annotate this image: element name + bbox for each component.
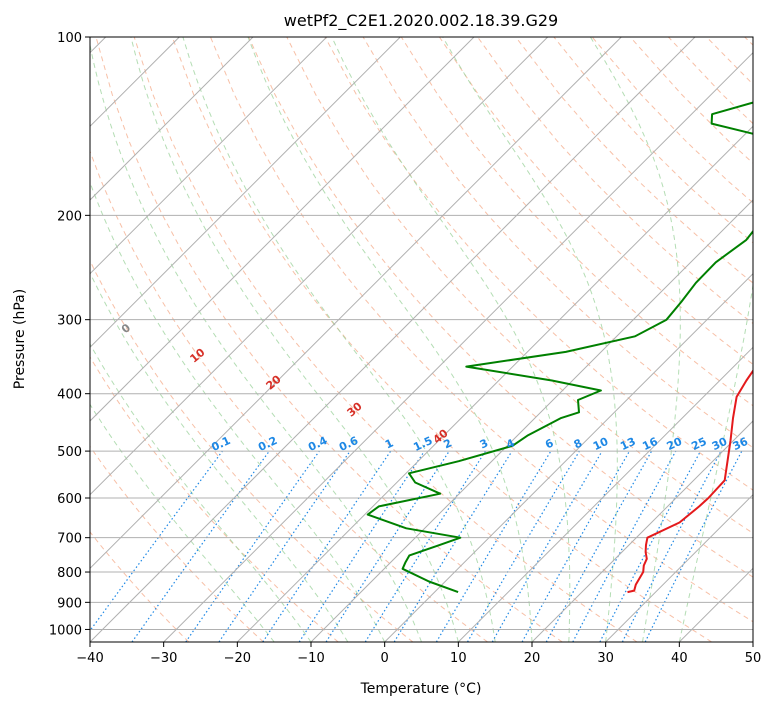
dry-adiabat-line <box>95 37 563 642</box>
y-axis-label: Pressure (hPa) <box>12 289 28 389</box>
y-tick-label: 500 <box>57 445 82 460</box>
plot-area <box>90 37 753 642</box>
profile-series <box>366 101 753 594</box>
isotherm-line <box>605 493 753 642</box>
isotherm-line <box>90 37 254 201</box>
mixing-ratio-label: 25 <box>689 435 708 453</box>
dry-adiabat-line <box>400 37 753 407</box>
mixing-ratio-line <box>262 450 392 642</box>
isotherm-line <box>163 51 753 642</box>
mixing-ratio-line <box>185 450 320 642</box>
y-tick-label: 600 <box>57 492 82 507</box>
dry-adiabat-line <box>90 445 264 642</box>
temperature-profile-line <box>627 369 753 594</box>
plot-frame <box>89 36 754 643</box>
isotherm-line <box>90 37 328 275</box>
moist-adiabat-line <box>247 37 533 642</box>
mixing-ratio-line <box>545 450 653 642</box>
x-tick-label: −30 <box>150 651 177 666</box>
isotherm-line <box>90 37 696 642</box>
x-tick-label: 30 <box>597 651 614 666</box>
mixing-ratio-label: 10 <box>591 435 611 453</box>
dry-adiabat-line <box>210 37 753 623</box>
dry-adiabat-line <box>133 37 638 642</box>
x-tick-label: −20 <box>224 651 251 666</box>
mixing-ratio-line <box>218 450 351 642</box>
x-tick-label: 20 <box>524 651 541 666</box>
y-tick-label: 1000 <box>49 623 82 638</box>
mixing-ratio-label: 36 <box>731 435 751 453</box>
isotherm-line <box>90 37 401 349</box>
x-tick-label: −10 <box>297 651 324 666</box>
moist-adiabat-line <box>589 37 681 642</box>
isotherm-line <box>457 346 753 642</box>
mixing-ratio-label: 16 <box>640 435 660 453</box>
y-tick-label: 200 <box>57 209 82 224</box>
moist-adiabat-line <box>331 37 571 642</box>
chart-title: wetPf2_C2E1.2020.002.18.39.G29 <box>284 11 558 31</box>
isotherm-line <box>752 641 753 642</box>
isotherm-line <box>531 420 753 642</box>
x-axis-label: Temperature (°C) <box>360 681 482 697</box>
mixing-ratio-label: 20 <box>665 435 685 453</box>
mixing-ratio-label: 30 <box>710 435 730 453</box>
moist-adiabat-line <box>90 403 275 642</box>
dry-adiabat-line <box>90 149 488 642</box>
y-tick-label: 900 <box>57 596 82 611</box>
line-labels: 0.1 0.2 0.4 0.6 1 1.5 2 3 4 6 8 10 13 16 20 25 30 3601020… <box>119 321 750 454</box>
moist-adiabat-line <box>90 342 312 642</box>
y-tick-label: 700 <box>57 532 82 547</box>
moist-adiabat-line <box>90 271 349 642</box>
y-tick-label: 400 <box>57 388 82 403</box>
dry-adiabat-line <box>90 356 339 642</box>
y-tick-label: 300 <box>57 314 82 329</box>
dry-adiabat-line <box>171 37 712 642</box>
x-tick-label: 40 <box>671 651 688 666</box>
mixing-ratio-line <box>572 450 677 642</box>
mixing-ratio-line <box>393 450 513 642</box>
isotherm-line <box>236 125 753 642</box>
isotherm-line <box>310 199 753 642</box>
moist-adiabat-line <box>442 37 618 642</box>
mixing-ratio-line <box>90 450 223 632</box>
isotherm-line <box>384 272 753 642</box>
mixing-ratio-line <box>521 450 631 642</box>
y-axis-ticks: 100 200 300 400 500 600 700 800 900 1000 <box>49 31 90 638</box>
dry-adiabat-line <box>90 531 190 642</box>
x-tick-label: 10 <box>450 651 467 666</box>
mixing-ratio-line <box>325 450 450 642</box>
y-tick-label: 800 <box>57 566 82 581</box>
mixing-ratio-line <box>298 450 425 642</box>
x-tick-label: 0 <box>381 651 389 666</box>
isotherm-line <box>90 37 549 496</box>
dry-adiabat-line <box>515 37 753 284</box>
isotherm-line <box>90 37 475 422</box>
x-tick-label: −40 <box>76 651 103 666</box>
auxiliary-lines <box>90 37 753 642</box>
moist-adiabat-line <box>90 181 386 642</box>
x-axis-ticks: −40 −30 −20 −10 0 10 20 30 40 50 <box>76 642 761 666</box>
y-tick-label: 100 <box>57 31 82 46</box>
moist-adiabat-line <box>90 42 422 642</box>
dewpoint-profile-line <box>366 101 753 594</box>
dry-adiabat-line <box>248 37 753 578</box>
mixing-ratio-label: 13 <box>618 435 637 453</box>
mixing-ratio-line <box>131 450 270 642</box>
isotherm-line <box>90 37 622 570</box>
x-tick-label: 50 <box>745 651 762 666</box>
moist-adiabat-line <box>130 37 459 642</box>
mixing-ratio-line <box>644 450 743 642</box>
